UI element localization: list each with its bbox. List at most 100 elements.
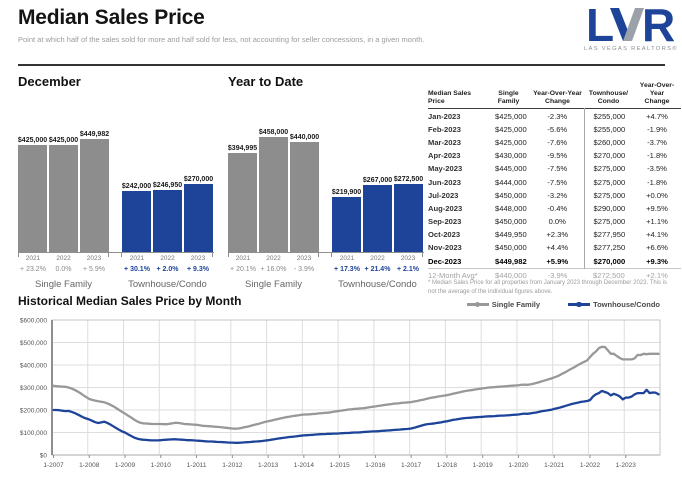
sf-change-cell: +4.4% [546, 243, 569, 253]
x-tick-label: 1-2017 [401, 462, 422, 469]
legend-marker [568, 301, 591, 308]
bar-value-label: $394,995 [227, 145, 258, 152]
legend-item: Single Family [466, 300, 541, 309]
bar-value-label: $246,950 [152, 182, 183, 189]
tc-change-cell: +9.5% [646, 203, 668, 213]
year-label: 2023 [296, 255, 312, 262]
change-label: + 9.3% [187, 266, 209, 273]
year-label: 2021 [235, 255, 251, 262]
table-row: Jun-2023 $444,000 -7.5% $275,000 -1.8% [428, 175, 681, 189]
year-label: 2023 [86, 255, 102, 262]
bar-group-axis: 2021 2022 2023 + 17.3% + 21.4% + 2.1% Townhous… [332, 255, 423, 290]
x-tick-label: 1-2013 [258, 462, 279, 469]
bar-column: $394,995 [228, 145, 257, 252]
tc-change-cell: +6.6% [646, 243, 668, 253]
column-header: Year-Over-Year Change [639, 82, 675, 106]
bar-change-labels: + 17.3% + 21.4% + 2.1% [332, 266, 423, 276]
sf-change-cell: -3.9% [547, 270, 568, 280]
x-tick-label: 1-2016 [365, 462, 386, 469]
bar-group-single-family: $425,000 $425,000 $449,982 [18, 131, 109, 252]
tc-change-cell: -1.8% [647, 177, 667, 187]
bar-townhouse-condo-2022 [363, 185, 392, 252]
x-tick-label: 1-2022 [580, 462, 601, 469]
x-tick-label: 1-2008 [79, 462, 100, 469]
bar-value-label: $425,000 [48, 137, 79, 144]
bar-value-label: $425,000 [17, 137, 48, 144]
tc-price-cell: $277,950 [583, 228, 633, 242]
bar-townhouse-condo-2021 [122, 191, 151, 252]
bar-group-single-family: $394,995 $458,000 $440,000 [228, 129, 319, 252]
tc-change-cell: -1.8% [647, 151, 667, 161]
month-cell: Nov-2023 [428, 243, 462, 253]
bar-townhouse-condo-2023 [184, 184, 213, 252]
tc-price-cell: $275,000 [583, 188, 633, 202]
sf-change-cell: -9.5% [547, 151, 568, 161]
sf-change-cell: -3.2% [547, 190, 568, 200]
sf-price-cell: $449,950 [495, 230, 527, 240]
month-cell: Jun-2023 [428, 177, 461, 187]
bar-change-labels: + 20.1% + 16.0% - 3.9% [228, 266, 319, 276]
bar-plot-area: $394,995 $458,000 $440,000 $219,900 $267,000… [228, 92, 424, 257]
x-tick-label: 1-2014 [294, 462, 315, 469]
change-label: + 5.9% [83, 266, 105, 273]
sf-change-cell: -7.5% [547, 164, 568, 174]
page-title: Median Sales Price [18, 6, 205, 29]
tc-price-cell: $260,000 [583, 135, 633, 150]
tc-change-cell: -1.9% [647, 124, 667, 134]
bar-column: $440,000 [290, 134, 319, 252]
x-tick-label: 1-2007 [43, 462, 64, 469]
table-row: May-2023 $445,000 -7.5% $275,000 -3.5% [428, 162, 681, 176]
sf-price-cell: $444,000 [495, 177, 527, 187]
year-label: 2023 [190, 255, 206, 262]
axis-tick [331, 253, 332, 257]
sf-change-cell: -0.4% [547, 203, 568, 213]
legend-marker [466, 301, 489, 308]
column-header: Single Family [497, 90, 520, 106]
table-row: Nov-2023 $450,000 +4.4% $277,250 +6.6% [428, 241, 681, 255]
month-cell: Dec-2023 [428, 256, 462, 266]
sf-price-cell: $425,000 [495, 124, 527, 134]
bar-year-labels: 2021 2022 2023 [228, 255, 319, 264]
column-header: Year-Over-Year Change [533, 90, 582, 106]
year-label: 2021 [339, 255, 355, 262]
change-label: + 16.0% [260, 266, 287, 273]
bar-value-label: $458,000 [258, 129, 289, 136]
change-label: - 3.9% [293, 266, 315, 273]
y-tick-label: $500,000 [20, 340, 47, 347]
header-divider [18, 64, 665, 66]
bar-year-labels: 2021 2022 2023 [332, 255, 423, 264]
month-cell: Jul-2023 [428, 190, 459, 200]
change-label: + 17.3% [334, 266, 360, 273]
bar-townhouse-condo-2022 [153, 190, 182, 252]
page-subtitle: Point at which half of the sales sold fo… [18, 35, 425, 44]
tc-change-cell: -3.5% [647, 164, 667, 174]
legend-marker-dot [474, 301, 481, 308]
change-label: + 21.4% [364, 266, 391, 273]
bar-axis-area: 2021 2022 2023 + 23.2% 0.0% + 5.9% Single Fami… [18, 255, 214, 297]
year-label: 2023 [400, 255, 416, 262]
month-cell: Feb-2023 [428, 124, 461, 134]
bar-value-label: $449,982 [79, 131, 110, 138]
column-header: Townhouse/ Condo [588, 90, 629, 106]
bar-single-family-2022 [259, 137, 288, 252]
legend-label: Single Family [491, 300, 541, 309]
table-row: Mar-2023 $425,000 -7.6% $260,000 -3.7% [428, 135, 681, 150]
change-label: + 23.2% [20, 266, 46, 273]
tc-change-cell: -3.7% [647, 137, 667, 147]
sf-price-cell: $430,000 [495, 151, 527, 161]
year-label: 2021 [25, 255, 41, 262]
historical-chart-title: Historical Median Sales Price by Month [18, 294, 242, 308]
y-tick-label: $400,000 [20, 363, 47, 370]
change-label: + 30.1% [124, 266, 150, 273]
axis-tick [228, 253, 229, 257]
table-row: Sep-2023 $450,000 0.0% $275,000 +1.1% [428, 214, 681, 229]
sf-price-cell: $450,000 [495, 243, 527, 253]
axis-tick [422, 253, 423, 257]
bar-group-label: Single Family [244, 279, 303, 290]
sf-price-cell: $445,000 [495, 164, 527, 174]
year-to-date-bar-chart: Year to Date $394,995 $458,000 $440,000 $21… [228, 74, 424, 297]
tc-price-cell: $275,000 [583, 214, 633, 229]
axis-tick [121, 253, 122, 257]
month-cell: May-2023 [428, 164, 463, 174]
